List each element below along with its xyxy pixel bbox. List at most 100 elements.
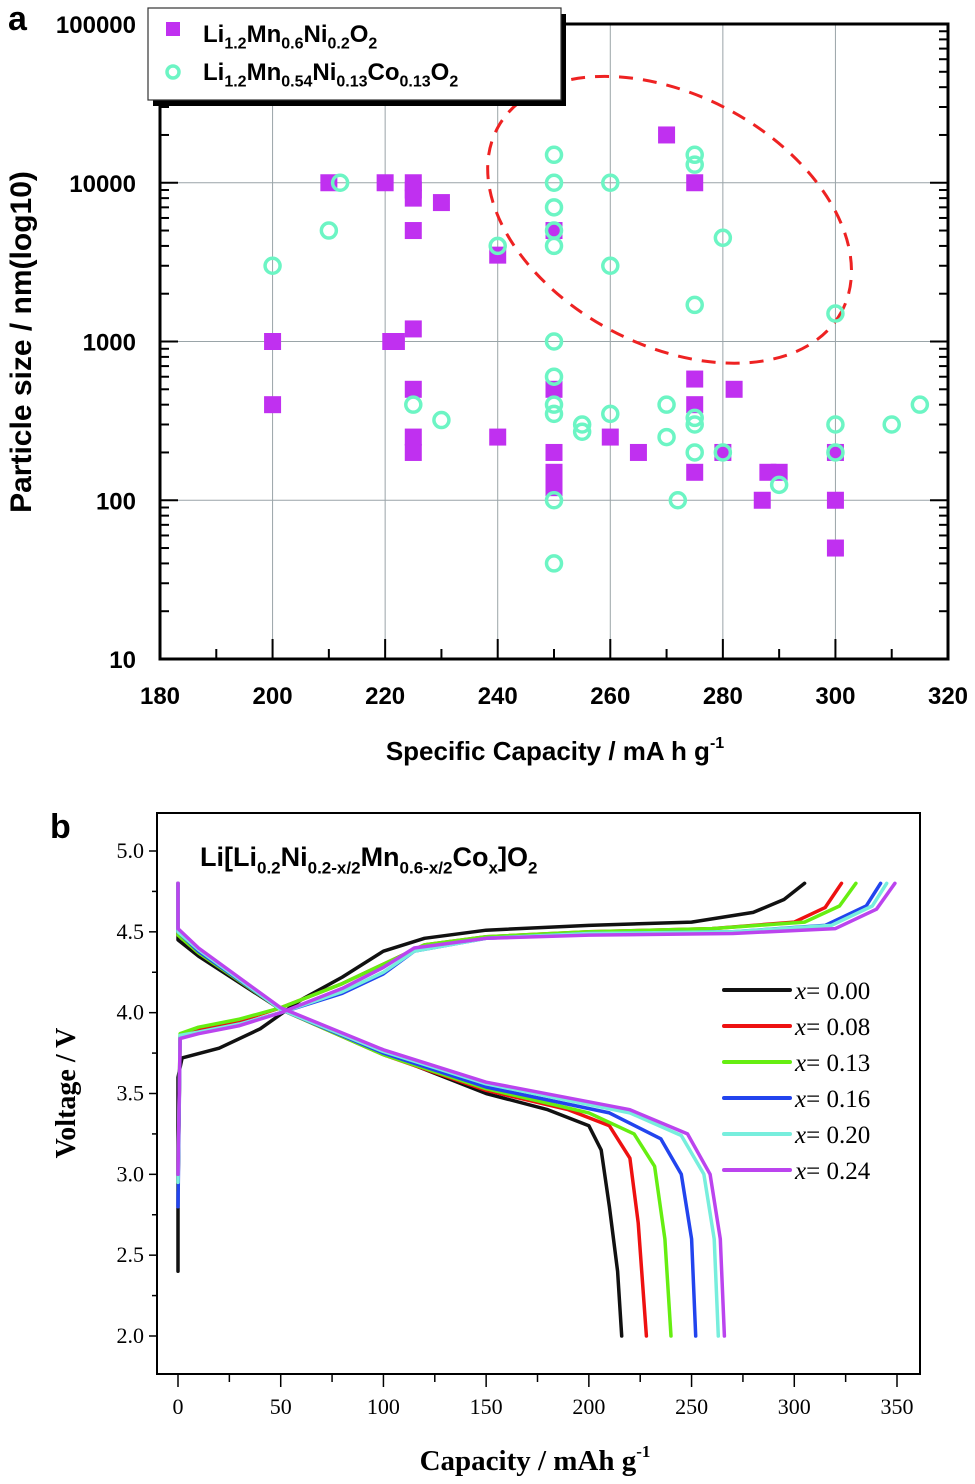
y-tick-label: 100000 <box>56 12 136 39</box>
x-tick-label: 300 <box>778 1394 811 1419</box>
circle-point <box>488 236 507 256</box>
panel-b-xlabel-main: Capacity / mAh g <box>420 1445 637 1477</box>
text-part: Li <box>203 59 224 86</box>
y-tick-label: 4.0 <box>117 1000 145 1025</box>
circle-point <box>601 256 620 276</box>
square-point <box>404 380 422 398</box>
circle-point <box>713 443 733 462</box>
square-point <box>658 126 676 144</box>
text-part: Co <box>452 842 488 872</box>
text-part: Mn <box>247 59 282 86</box>
y-tick-label: 100 <box>96 488 136 515</box>
circle-point <box>657 395 676 414</box>
x-tick-label: 300 <box>815 683 855 710</box>
circle-point <box>769 475 789 495</box>
legend-label: x= 0.13 <box>794 1050 870 1077</box>
square-point <box>686 463 704 481</box>
text-part: Ni <box>303 21 327 48</box>
subscript: 0.2 <box>327 36 349 53</box>
panel-a-points <box>263 126 930 573</box>
panel-a-label: a <box>8 0 28 38</box>
y-tick-label: 4.5 <box>117 919 145 944</box>
square-point <box>686 174 704 192</box>
square-point <box>725 380 743 398</box>
square-point <box>826 491 844 509</box>
text-part: Co <box>368 59 400 86</box>
subscript: 0.6-x/2 <box>400 859 453 878</box>
circle-point <box>826 443 845 462</box>
x-tick-label: 0 <box>173 1394 184 1419</box>
legend-variable: x <box>794 1086 806 1113</box>
legend-label: x= 0.08 <box>794 1014 870 1041</box>
square-point <box>404 222 422 240</box>
circle-point <box>544 491 564 510</box>
circle-point <box>544 145 564 165</box>
panel-a-xlabel: Specific Capacity / mA h g-1 <box>386 735 724 766</box>
panel-a-ylabel: Particle size / nm(log10) <box>5 171 38 513</box>
discharge-curve <box>176 881 721 1338</box>
subscript: 1.2 <box>224 36 246 53</box>
x-tick-label: 150 <box>470 1394 503 1419</box>
circle-point <box>685 408 704 428</box>
panel-b-ticks: 0 50 100 150 200 250 300 350 2.0 2.5 3.0 3.5 4.0 4.5 5… <box>117 838 914 1419</box>
text-part: Li <box>203 21 224 48</box>
y-tick-label: 3.5 <box>117 1081 145 1106</box>
legend-value: = 0.00 <box>806 978 870 1005</box>
square-point <box>753 491 771 509</box>
square-point <box>629 443 647 461</box>
discharge-curve <box>176 881 727 1338</box>
panel-a: a 180 200 220 240 260 280 300 320 10 100 1000 10000… <box>5 0 968 766</box>
discharge-curve <box>176 881 624 1338</box>
text-part: Ni <box>281 842 308 872</box>
square-point <box>404 443 422 461</box>
subscript: x <box>488 859 498 878</box>
circle-point <box>544 367 564 386</box>
circle-point <box>544 198 564 217</box>
legend-value: = 0.16 <box>806 1086 870 1113</box>
x-tick-label: 320 <box>928 683 968 710</box>
panel-b-ylabel: Voltage / V <box>51 1028 82 1159</box>
x-tick-label: 350 <box>881 1394 914 1419</box>
circle-point <box>544 236 564 256</box>
panel-a-xlabel-main: Specific Capacity / mA h g <box>386 736 710 766</box>
text-part: Li[Li <box>200 842 257 872</box>
circle-point <box>432 410 451 430</box>
legend-label-series-2: Li1.2Mn0.54Ni0.13Co0.13O2 <box>203 59 458 91</box>
circle-point <box>544 332 564 351</box>
legend-value: = 0.24 <box>806 1158 871 1185</box>
circle-point <box>572 415 592 434</box>
legend-variable: x <box>794 1050 806 1077</box>
panel-a-legend: Li1.2Mn0.6Ni0.2O2 Li1.2Mn0.54Ni0.13Co0.1… <box>147 7 566 106</box>
circle-point <box>657 427 676 447</box>
square-point <box>545 380 563 398</box>
square-point <box>264 396 282 414</box>
panel-b-legend: x= 0.00x= 0.08x= 0.13x= 0.16x= 0.20x= 0.… <box>722 978 871 1185</box>
panel-b: b Li[Li0.2Ni0.2-x/2Mn0.6-x/2Cox]O2 0 50 10… <box>50 808 921 1477</box>
subscript: 0.6 <box>281 36 303 53</box>
circle-point <box>601 404 620 424</box>
x-tick-label: 250 <box>675 1394 708 1419</box>
square-point <box>404 428 422 446</box>
subscript: 0.2 <box>257 859 281 878</box>
panel-a-ticks: 180 200 220 240 260 280 300 320 10 100 1000 10000 10… <box>56 12 968 710</box>
legend-variable: x <box>794 1158 806 1185</box>
square-point <box>404 189 422 207</box>
panel-b-xlabel-sup: -1 <box>636 1442 650 1461</box>
circle-point <box>685 415 704 434</box>
square-point <box>826 539 844 557</box>
subscript: 0.2-x/2 <box>308 859 361 878</box>
y-tick-label: 3.0 <box>117 1161 145 1186</box>
circle-point <box>685 443 704 462</box>
panel-a-xlabel-sup: -1 <box>710 735 724 752</box>
legend-variable: x <box>794 1122 806 1149</box>
y-tick-label: 2.0 <box>117 1323 145 1348</box>
circle-point <box>826 304 845 323</box>
circle-point <box>404 395 423 414</box>
x-tick-label: 260 <box>590 683 630 710</box>
circle-point <box>685 155 704 174</box>
panel-b-xlabel: Capacity / mAh g-1 <box>420 1442 651 1477</box>
square-point <box>601 428 619 446</box>
text-part: Mn <box>247 21 282 48</box>
panel-b-label: b <box>50 808 71 846</box>
circle-point <box>330 173 350 192</box>
